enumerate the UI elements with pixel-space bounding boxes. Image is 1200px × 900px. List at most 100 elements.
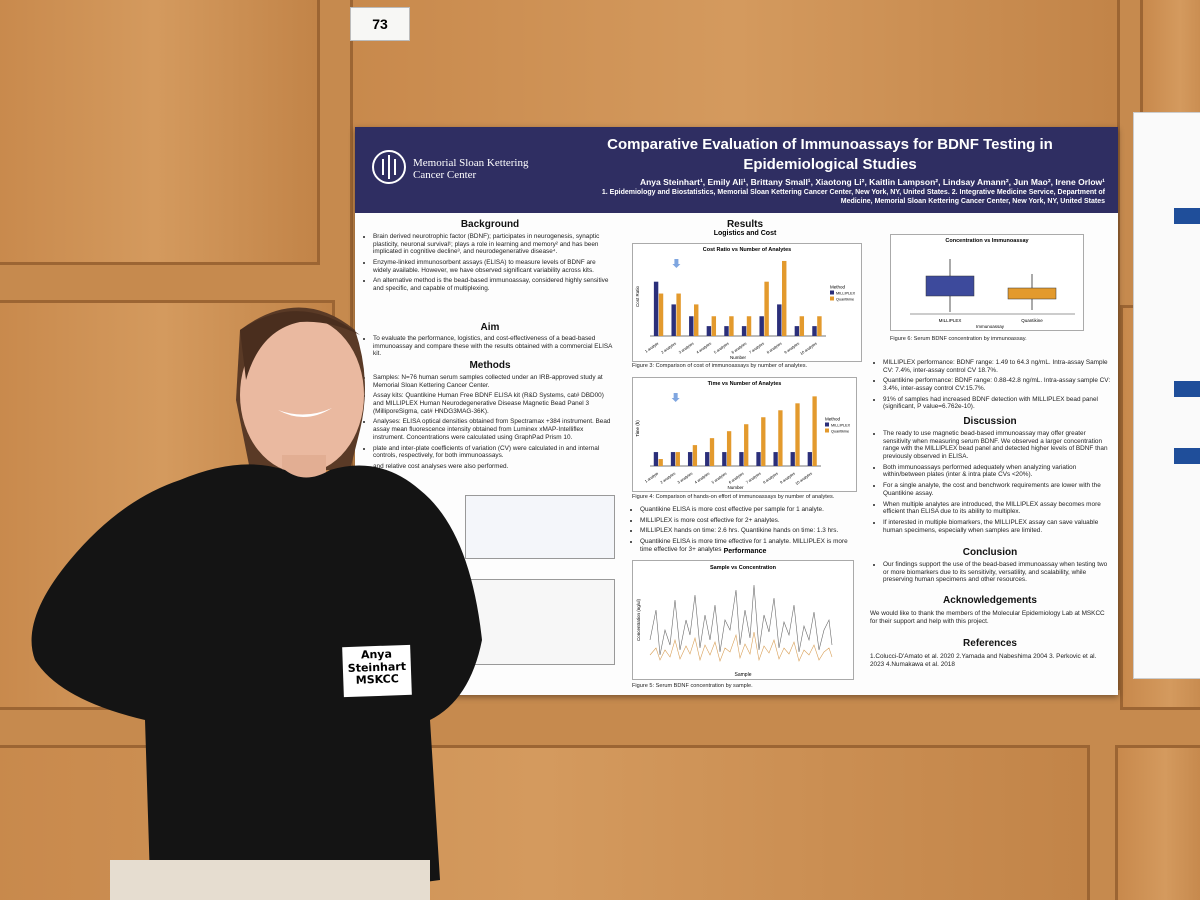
bar (676, 293, 681, 336)
bullet: An alternative method is the bead-based … (373, 277, 613, 292)
neighbor-poster (1133, 112, 1200, 679)
legend-label: MILLIPLEX (836, 292, 856, 296)
bullet: For a single analyte, the cost and bench… (883, 482, 1111, 497)
bullet: Enzyme-linked immunosorbent assays (ELIS… (373, 259, 613, 274)
figure-caption: Figure 3: Comparison of cost of immunoas… (632, 363, 808, 369)
booth-number: 73 (350, 7, 410, 41)
logo (372, 150, 406, 184)
bullet: Our findings support the use of the bead… (883, 561, 1111, 584)
legend-swatch (825, 428, 829, 433)
bullet: Both immunoassays performed adequately w… (883, 464, 1111, 479)
banner (1174, 448, 1200, 464)
bullet: Quantikine ELISA is more time effective … (640, 538, 860, 553)
bar (653, 452, 659, 466)
axis-label: Time (h) (635, 420, 640, 437)
bullet: The ready to use magnetic bead-based imm… (883, 430, 1111, 461)
bar (741, 326, 747, 336)
bullet: To evaluate the performance, logistics, … (373, 335, 613, 358)
bar (711, 316, 717, 336)
bullet: Analyses: ELISA optical densities obtain… (373, 418, 613, 441)
bar (799, 316, 805, 336)
bullet: Brain derived neurotrophic factor (BDNF)… (373, 233, 613, 256)
box-plot: Concentration vs Immunoassay MILLIPLEX Q… (890, 234, 1084, 331)
method-figure (465, 579, 615, 665)
section-heading: Results (726, 219, 764, 230)
bar (726, 431, 732, 466)
banner (1174, 381, 1200, 397)
bar (777, 304, 782, 336)
bar (692, 445, 698, 466)
bar (675, 452, 680, 466)
axis-label: Number (727, 485, 744, 490)
bar (687, 452, 693, 466)
banner (1174, 208, 1200, 224)
subheading: Logistics and Cost (713, 230, 777, 237)
bar (795, 403, 800, 466)
bar (705, 452, 710, 466)
bar (773, 452, 778, 466)
bullet: Quantikine ELISA is more cost effective … (640, 506, 860, 514)
section-heading: References (963, 638, 1017, 649)
bar (812, 396, 817, 466)
chart-frame (632, 243, 862, 362)
bar (756, 452, 761, 466)
axis-label: Concentration (ng/ul) (636, 598, 641, 641)
wood-panel (1115, 745, 1200, 900)
bullet-list: MILLIPLEX performance: BDNF range: 1.49 … (875, 359, 1111, 414)
bullet: MILLIPLEX performance: BDNF range: 1.49 … (883, 359, 1111, 374)
figure-caption: Figure 6: Serum BDNF concentration by im… (890, 336, 1027, 342)
bullet-list: Brain derived neurotrophic factor (BDNF)… (365, 233, 613, 296)
poster-header: Memorial Sloan Kettering Cancer Center C… (355, 127, 1118, 213)
bar (794, 326, 800, 336)
bar (812, 326, 817, 336)
bullet-list: Our findings support the use of the bead… (875, 561, 1111, 587)
figure-caption: Figure 4: Comparison of hands-on effort … (632, 494, 835, 500)
bullet: MILLIPLEX is more cost effective for 2+ … (640, 517, 860, 525)
axis-label: Cost Ratio (635, 286, 640, 308)
bar (817, 316, 822, 336)
bar (739, 452, 744, 466)
bar (658, 459, 663, 466)
subheading: Performance (723, 548, 767, 555)
bar (706, 326, 712, 336)
bullet-list: The ready to use magnetic bead-based imm… (875, 430, 1111, 537)
name-tag: Anya Steinhart MSKCC (342, 644, 412, 698)
x-tick-label: Quantikine (1021, 318, 1043, 323)
references: 1.Colucci-D'Amato et al. 2020 2.Yamada a… (870, 653, 1097, 668)
bullet: 91% of samples had increased BDNF detect… (883, 396, 1111, 411)
bar (778, 410, 783, 466)
bar (759, 316, 764, 336)
legend-label: Quantikine (836, 298, 854, 302)
bar (782, 260, 787, 336)
bullet-list: To evaluate the performance, logistics, … (365, 335, 613, 361)
authors: Anya Steinhart¹, Emily Ali¹, Brittany Sm… (639, 177, 1105, 187)
legend-title: Method (830, 285, 846, 290)
section-heading: Aim (480, 322, 500, 333)
bullet: When multiple analytes are introduced, t… (883, 501, 1111, 516)
bar (671, 304, 676, 336)
acknowledgements: We would like to thank the members of th… (870, 610, 1105, 625)
wood-panel (0, 0, 320, 265)
figure-caption: Figure 5: Serum BDNF concentration by sa… (632, 683, 753, 689)
bullet-list: Quantikine ELISA is more cost effective … (632, 506, 860, 556)
bar (724, 326, 729, 336)
bar (729, 316, 734, 336)
legend-label: MILLIPLEX (831, 424, 851, 428)
bar (790, 452, 795, 466)
bar (744, 424, 749, 466)
arrow (671, 393, 680, 402)
chart-title: Time vs Number of Analytes (708, 381, 782, 387)
bullet: and relative cost analyses were also per… (373, 463, 613, 471)
line-chart: Sample vs Concentration Sample Concentra… (632, 560, 854, 680)
section-heading: Discussion (963, 416, 1017, 427)
axis-label: Number (730, 355, 747, 360)
bullet: Samples: N=76 human serum samples collec… (373, 374, 613, 389)
bar (653, 281, 659, 336)
chart-title: Sample vs Concentration (710, 565, 777, 571)
section-heading: Acknowledgements (943, 595, 1037, 606)
legend-swatch (830, 290, 834, 295)
institution: Memorial Sloan Kettering Cancer Center (413, 157, 529, 182)
section-heading: Background (460, 219, 520, 230)
